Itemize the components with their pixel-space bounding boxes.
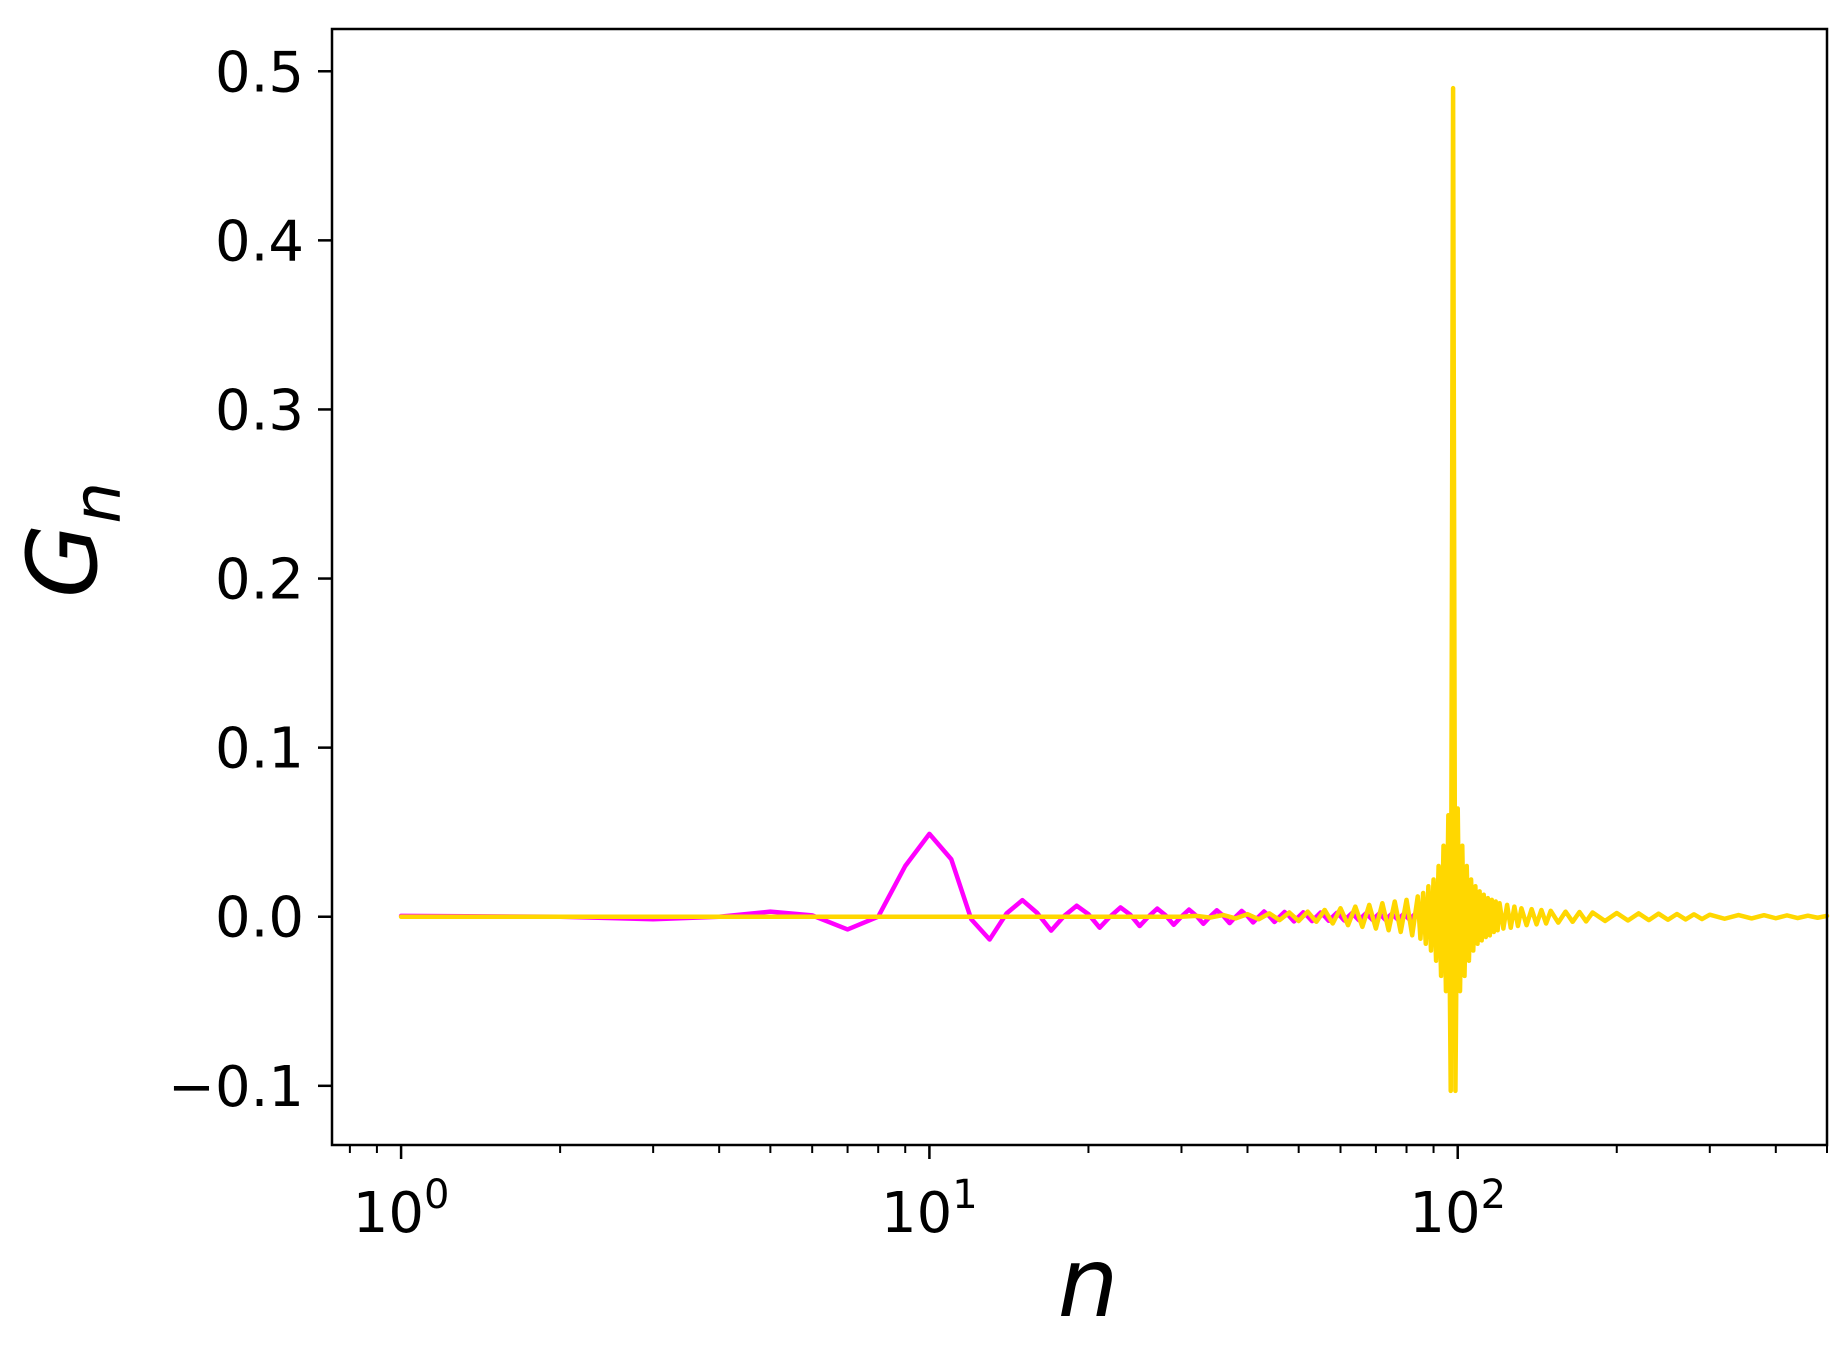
- y-axis-title: Gn: [7, 482, 136, 598]
- series-line-1: [398, 831, 1460, 942]
- x-tick-label-exponent: 2: [1481, 1172, 1506, 1218]
- series-layer: [398, 85, 1830, 1094]
- y-axis-title-main: G: [7, 524, 119, 598]
- plot-frame: [330, 27, 1829, 1147]
- x-axis-ticks: 100 101 102: [348, 1145, 1828, 1246]
- x-tick-label: 102: [1409, 1172, 1506, 1246]
- y-axis-title-subscript: n: [59, 482, 136, 524]
- y-tick-label: 0.5: [215, 40, 304, 105]
- x-tick-label-exponent: 1: [952, 1172, 977, 1218]
- y-tick-label: 0.4: [215, 209, 304, 274]
- series-line-2: [398, 85, 1830, 1094]
- y-axis-ticks: −0.1 0.0 0.1 0.2 0.3 0.4 0.5: [168, 40, 332, 1120]
- x-tick-label-base: 10: [1409, 1181, 1480, 1246]
- x-tick-label-base: 10: [353, 1181, 424, 1246]
- x-tick-label-exponent: 0: [424, 1172, 449, 1218]
- y-tick-label: 0.1: [215, 717, 304, 782]
- y-tick-label: 0.2: [215, 548, 304, 613]
- y-tick-label: 0.3: [215, 378, 304, 443]
- x-tick-label-base: 10: [881, 1181, 952, 1246]
- y-tick-label: 0.0: [215, 886, 304, 951]
- x-tick-label: 101: [881, 1172, 978, 1246]
- x-axis-title: n: [1058, 1227, 1119, 1339]
- x-tick-label: 100: [353, 1172, 450, 1246]
- y-tick-label: −0.1: [168, 1055, 304, 1120]
